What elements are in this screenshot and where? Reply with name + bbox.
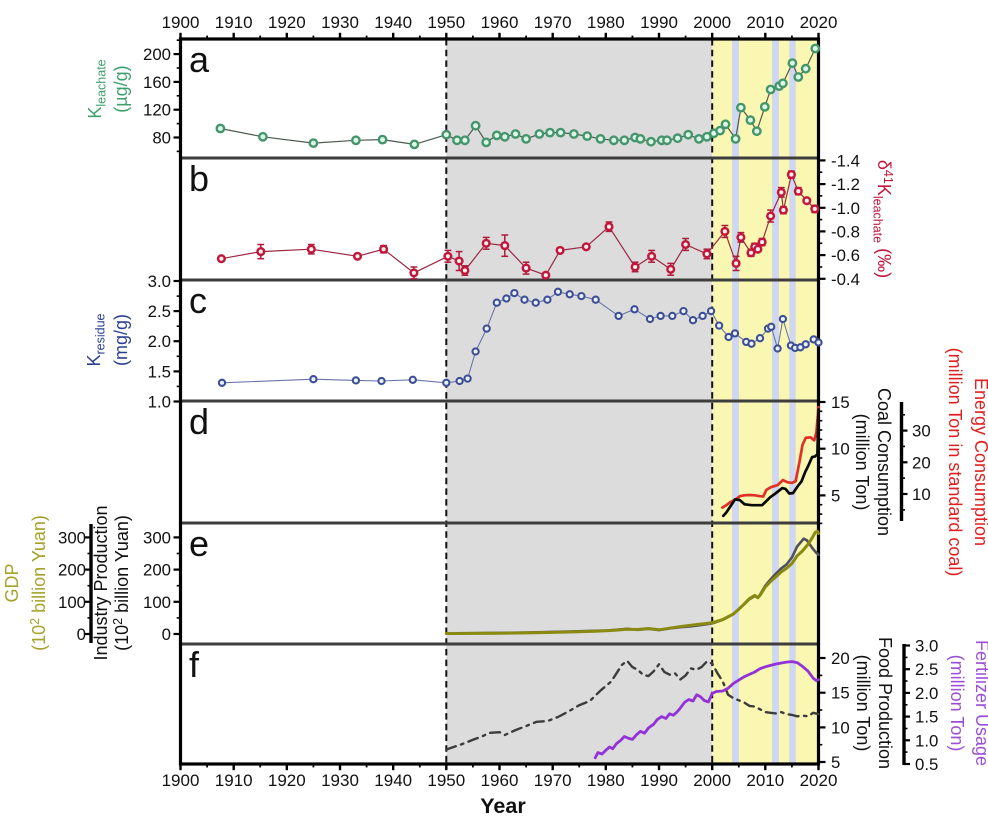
svg-text:(million Ton): (million Ton) (852, 414, 872, 511)
svg-text:Industry Production: Industry Production (91, 505, 111, 660)
svg-text:2.0: 2.0 (148, 332, 171, 351)
svg-text:Coal Consumption: Coal Consumption (874, 388, 894, 536)
svg-text:2010: 2010 (746, 771, 784, 790)
svg-text:1940: 1940 (374, 13, 412, 32)
svg-text:1960: 1960 (481, 13, 519, 32)
svg-text:100: 100 (58, 593, 86, 612)
svg-text:2000: 2000 (693, 771, 731, 790)
svg-text:1.0: 1.0 (148, 393, 171, 412)
svg-text:e: e (189, 523, 209, 564)
svg-text:15: 15 (831, 393, 850, 412)
svg-text:100: 100 (143, 593, 171, 612)
svg-text:2020: 2020 (800, 13, 838, 32)
svg-text:1900: 1900 (162, 13, 200, 32)
svg-text:3.0: 3.0 (915, 637, 938, 656)
svg-text:Fertilizer Usage: Fertilizer Usage (972, 640, 988, 766)
svg-text:1980: 1980 (587, 771, 625, 790)
svg-text:20: 20 (912, 453, 931, 472)
svg-text:300: 300 (143, 528, 171, 547)
svg-text:(mg/g): (mg/g) (111, 314, 131, 366)
svg-text:1970: 1970 (534, 771, 572, 790)
svg-text:1940: 1940 (374, 771, 412, 790)
svg-text:1910: 1910 (215, 13, 253, 32)
svg-text:1.5: 1.5 (148, 362, 171, 381)
svg-text:1990: 1990 (640, 13, 678, 32)
svg-text:2020: 2020 (800, 771, 838, 790)
svg-text:10: 10 (831, 440, 850, 459)
svg-text:1.0: 1.0 (915, 731, 938, 750)
svg-text:1960: 1960 (481, 771, 519, 790)
svg-text:1920: 1920 (268, 771, 306, 790)
svg-text:0: 0 (162, 625, 171, 644)
svg-text:30: 30 (912, 422, 931, 441)
svg-text:80: 80 (152, 129, 171, 148)
svg-text:(million Ton): (million Ton) (853, 655, 873, 752)
svg-text:5: 5 (831, 486, 840, 505)
svg-text:(102​ billion Yuan): (102​ billion Yuan) (111, 515, 132, 651)
svg-text:(million Ton in standard coal): (million Ton in standard coal) (945, 348, 965, 577)
svg-text:15: 15 (831, 684, 850, 703)
svg-text:120: 120 (143, 101, 171, 120)
svg-text:2010: 2010 (746, 13, 784, 32)
svg-text:2000: 2000 (693, 13, 731, 32)
svg-text:300: 300 (58, 528, 86, 547)
svg-text:-0.8: -0.8 (831, 222, 860, 241)
svg-text:5: 5 (831, 753, 840, 772)
svg-text:c: c (189, 280, 207, 321)
svg-text:GDP: GDP (2, 563, 22, 602)
svg-text:1920: 1920 (268, 13, 306, 32)
svg-text:2.0: 2.0 (915, 684, 938, 703)
svg-text:160: 160 (143, 73, 171, 92)
svg-text:-1.0: -1.0 (831, 199, 860, 218)
svg-text:1930: 1930 (321, 13, 359, 32)
svg-text:10: 10 (912, 485, 931, 504)
svg-text:(million Ton): (million Ton) (947, 655, 967, 752)
svg-text:1950: 1950 (427, 13, 465, 32)
svg-text:-1.2: -1.2 (831, 175, 860, 194)
svg-text:Energy Consumption: Energy Consumption (971, 378, 988, 546)
svg-text:Food Production: Food Production (875, 637, 895, 769)
svg-text:1990: 1990 (640, 771, 678, 790)
svg-text:3.0: 3.0 (148, 272, 171, 291)
svg-text:d: d (189, 401, 209, 442)
svg-text:1980: 1980 (587, 13, 625, 32)
svg-text:b: b (189, 158, 209, 199)
svg-text:1900: 1900 (162, 771, 200, 790)
svg-text:200: 200 (58, 561, 86, 580)
svg-text:Year: Year (480, 794, 526, 818)
svg-text:-0.4: -0.4 (831, 270, 860, 289)
svg-text:1950: 1950 (427, 771, 465, 790)
svg-text:20: 20 (831, 649, 850, 668)
svg-text:0: 0 (77, 625, 86, 644)
svg-text:1910: 1910 (215, 771, 253, 790)
svg-text:200: 200 (143, 45, 171, 64)
svg-text:a: a (189, 39, 210, 80)
svg-text:-1.4: -1.4 (831, 151, 860, 170)
svg-text:1930: 1930 (321, 771, 359, 790)
svg-text:(102​ billion Yuan): (102​ billion Yuan) (28, 515, 49, 651)
svg-text:f: f (189, 644, 200, 685)
svg-text:200: 200 (143, 561, 171, 580)
svg-text:10: 10 (831, 718, 850, 737)
svg-text:2.5: 2.5 (148, 302, 171, 321)
svg-text:(µg/g): (µg/g) (111, 65, 131, 112)
svg-text:1.5: 1.5 (915, 708, 938, 727)
svg-text:-0.6: -0.6 (831, 246, 860, 265)
svg-text:2.5: 2.5 (915, 660, 938, 679)
svg-text:0.5: 0.5 (915, 755, 938, 774)
svg-text:1970: 1970 (534, 13, 572, 32)
